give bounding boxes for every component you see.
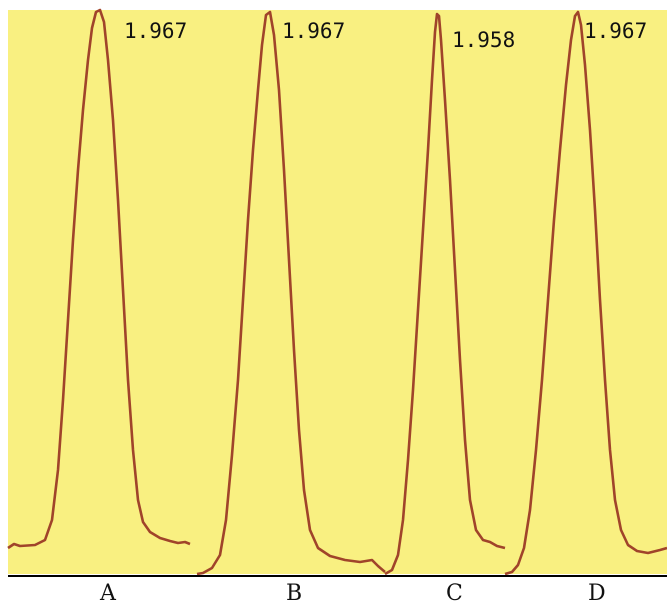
peak-value-label: 1.967 xyxy=(282,19,345,43)
peak-value-label: 1.967 xyxy=(124,19,187,43)
category-label: A xyxy=(99,581,117,606)
peak-value-label: 1.958 xyxy=(452,28,515,52)
category-label: D xyxy=(588,581,606,606)
peak-trace-c xyxy=(384,12,506,576)
peak-trace-a xyxy=(7,8,191,550)
peak-value-label: 1.967 xyxy=(584,19,647,43)
plot-background xyxy=(8,10,667,574)
peak-trace-d xyxy=(504,10,667,576)
peak-trace-b xyxy=(196,10,386,576)
category-label: C xyxy=(446,581,463,606)
category-label: B xyxy=(286,581,302,606)
